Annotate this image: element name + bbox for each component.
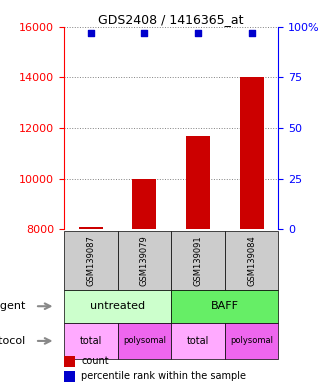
Bar xyxy=(240,78,264,229)
Text: GSM139084: GSM139084 xyxy=(247,235,256,286)
Point xyxy=(142,30,147,36)
Bar xyxy=(118,323,171,359)
Point xyxy=(196,30,201,36)
Bar xyxy=(64,231,118,290)
Text: total: total xyxy=(80,336,102,346)
Bar xyxy=(132,179,156,229)
Text: count: count xyxy=(81,356,109,366)
Title: GDS2408 / 1416365_at: GDS2408 / 1416365_at xyxy=(99,13,244,26)
Bar xyxy=(64,356,75,367)
Text: GSM139079: GSM139079 xyxy=(140,235,149,286)
Text: untreated: untreated xyxy=(90,301,145,311)
Text: polysomal: polysomal xyxy=(123,336,166,346)
Bar xyxy=(171,323,225,359)
Text: percentile rank within the sample: percentile rank within the sample xyxy=(81,371,246,381)
Bar xyxy=(118,231,171,290)
Bar xyxy=(225,323,278,359)
Point xyxy=(88,30,93,36)
Bar xyxy=(171,290,278,323)
Text: BAFF: BAFF xyxy=(211,301,239,311)
Bar xyxy=(225,231,278,290)
Text: polysomal: polysomal xyxy=(230,336,273,346)
Text: GSM139087: GSM139087 xyxy=(86,235,95,286)
Bar xyxy=(64,290,171,323)
Bar xyxy=(64,371,75,382)
Text: GSM139091: GSM139091 xyxy=(194,235,203,286)
Point xyxy=(249,30,254,36)
Text: protocol: protocol xyxy=(0,336,25,346)
Text: agent: agent xyxy=(0,301,25,311)
Bar xyxy=(171,231,225,290)
Text: total: total xyxy=(187,336,209,346)
Bar xyxy=(64,323,118,359)
Bar xyxy=(79,227,103,229)
Bar xyxy=(186,136,210,229)
